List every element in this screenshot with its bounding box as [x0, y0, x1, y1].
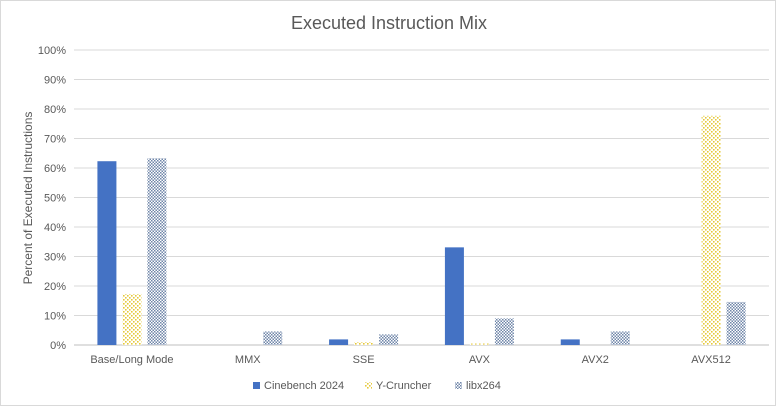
bar	[610, 331, 630, 345]
y-axis-label: Percent of Executed Instructions	[21, 112, 35, 285]
y-tick-label: 90%	[44, 75, 66, 87]
bar	[469, 343, 489, 345]
x-tick-labels: Base/Long Mode MMX SSE AVX AVX2 AVX512	[90, 354, 731, 366]
bar	[560, 339, 580, 345]
x-tick-label: MMX	[235, 354, 261, 366]
chart-title: Executed Instruction Mix	[291, 13, 487, 33]
y-tick-label: 20%	[44, 281, 66, 293]
bar	[354, 342, 374, 345]
bar	[701, 115, 721, 345]
y-tick-label: 70%	[44, 134, 66, 146]
bar	[122, 293, 142, 345]
bars	[97, 115, 746, 345]
bar	[494, 318, 514, 345]
x-tick-label: AVX512	[691, 354, 731, 366]
legend: Cinebench 2024 Y-Cruncher libx264	[253, 380, 501, 392]
legend-label: Y-Cruncher	[376, 380, 432, 392]
legend-swatch	[365, 382, 372, 389]
legend-swatch	[253, 382, 260, 389]
y-tick-label: 10%	[44, 311, 66, 323]
bar	[444, 247, 464, 345]
x-tick-label: Base/Long Mode	[90, 354, 173, 366]
y-tick-label: 80%	[44, 104, 66, 116]
legend-label: libx264	[466, 380, 501, 392]
gridlines	[74, 49, 769, 346]
y-tick-label: 50%	[44, 193, 66, 205]
bar	[263, 331, 283, 345]
legend-label: Cinebench 2024	[264, 380, 344, 392]
x-tick-label: AVX	[469, 354, 491, 366]
y-tick-labels: 0% 10% 20% 30% 40% 50% 60% 70% 80% 90% 100%	[38, 45, 66, 352]
bar	[379, 334, 399, 345]
y-tick-label: 60%	[44, 163, 66, 175]
y-tick-label: 40%	[44, 222, 66, 234]
x-tick-label: SSE	[353, 354, 375, 366]
bar	[147, 158, 167, 345]
y-tick-label: 30%	[44, 252, 66, 264]
bar	[329, 339, 349, 345]
y-tick-label: 100%	[38, 45, 66, 57]
x-tick-label: AVX2	[582, 354, 609, 366]
bar	[97, 161, 117, 345]
y-tick-label: 0%	[50, 340, 66, 352]
legend-swatch	[455, 382, 462, 389]
bar	[726, 301, 746, 345]
